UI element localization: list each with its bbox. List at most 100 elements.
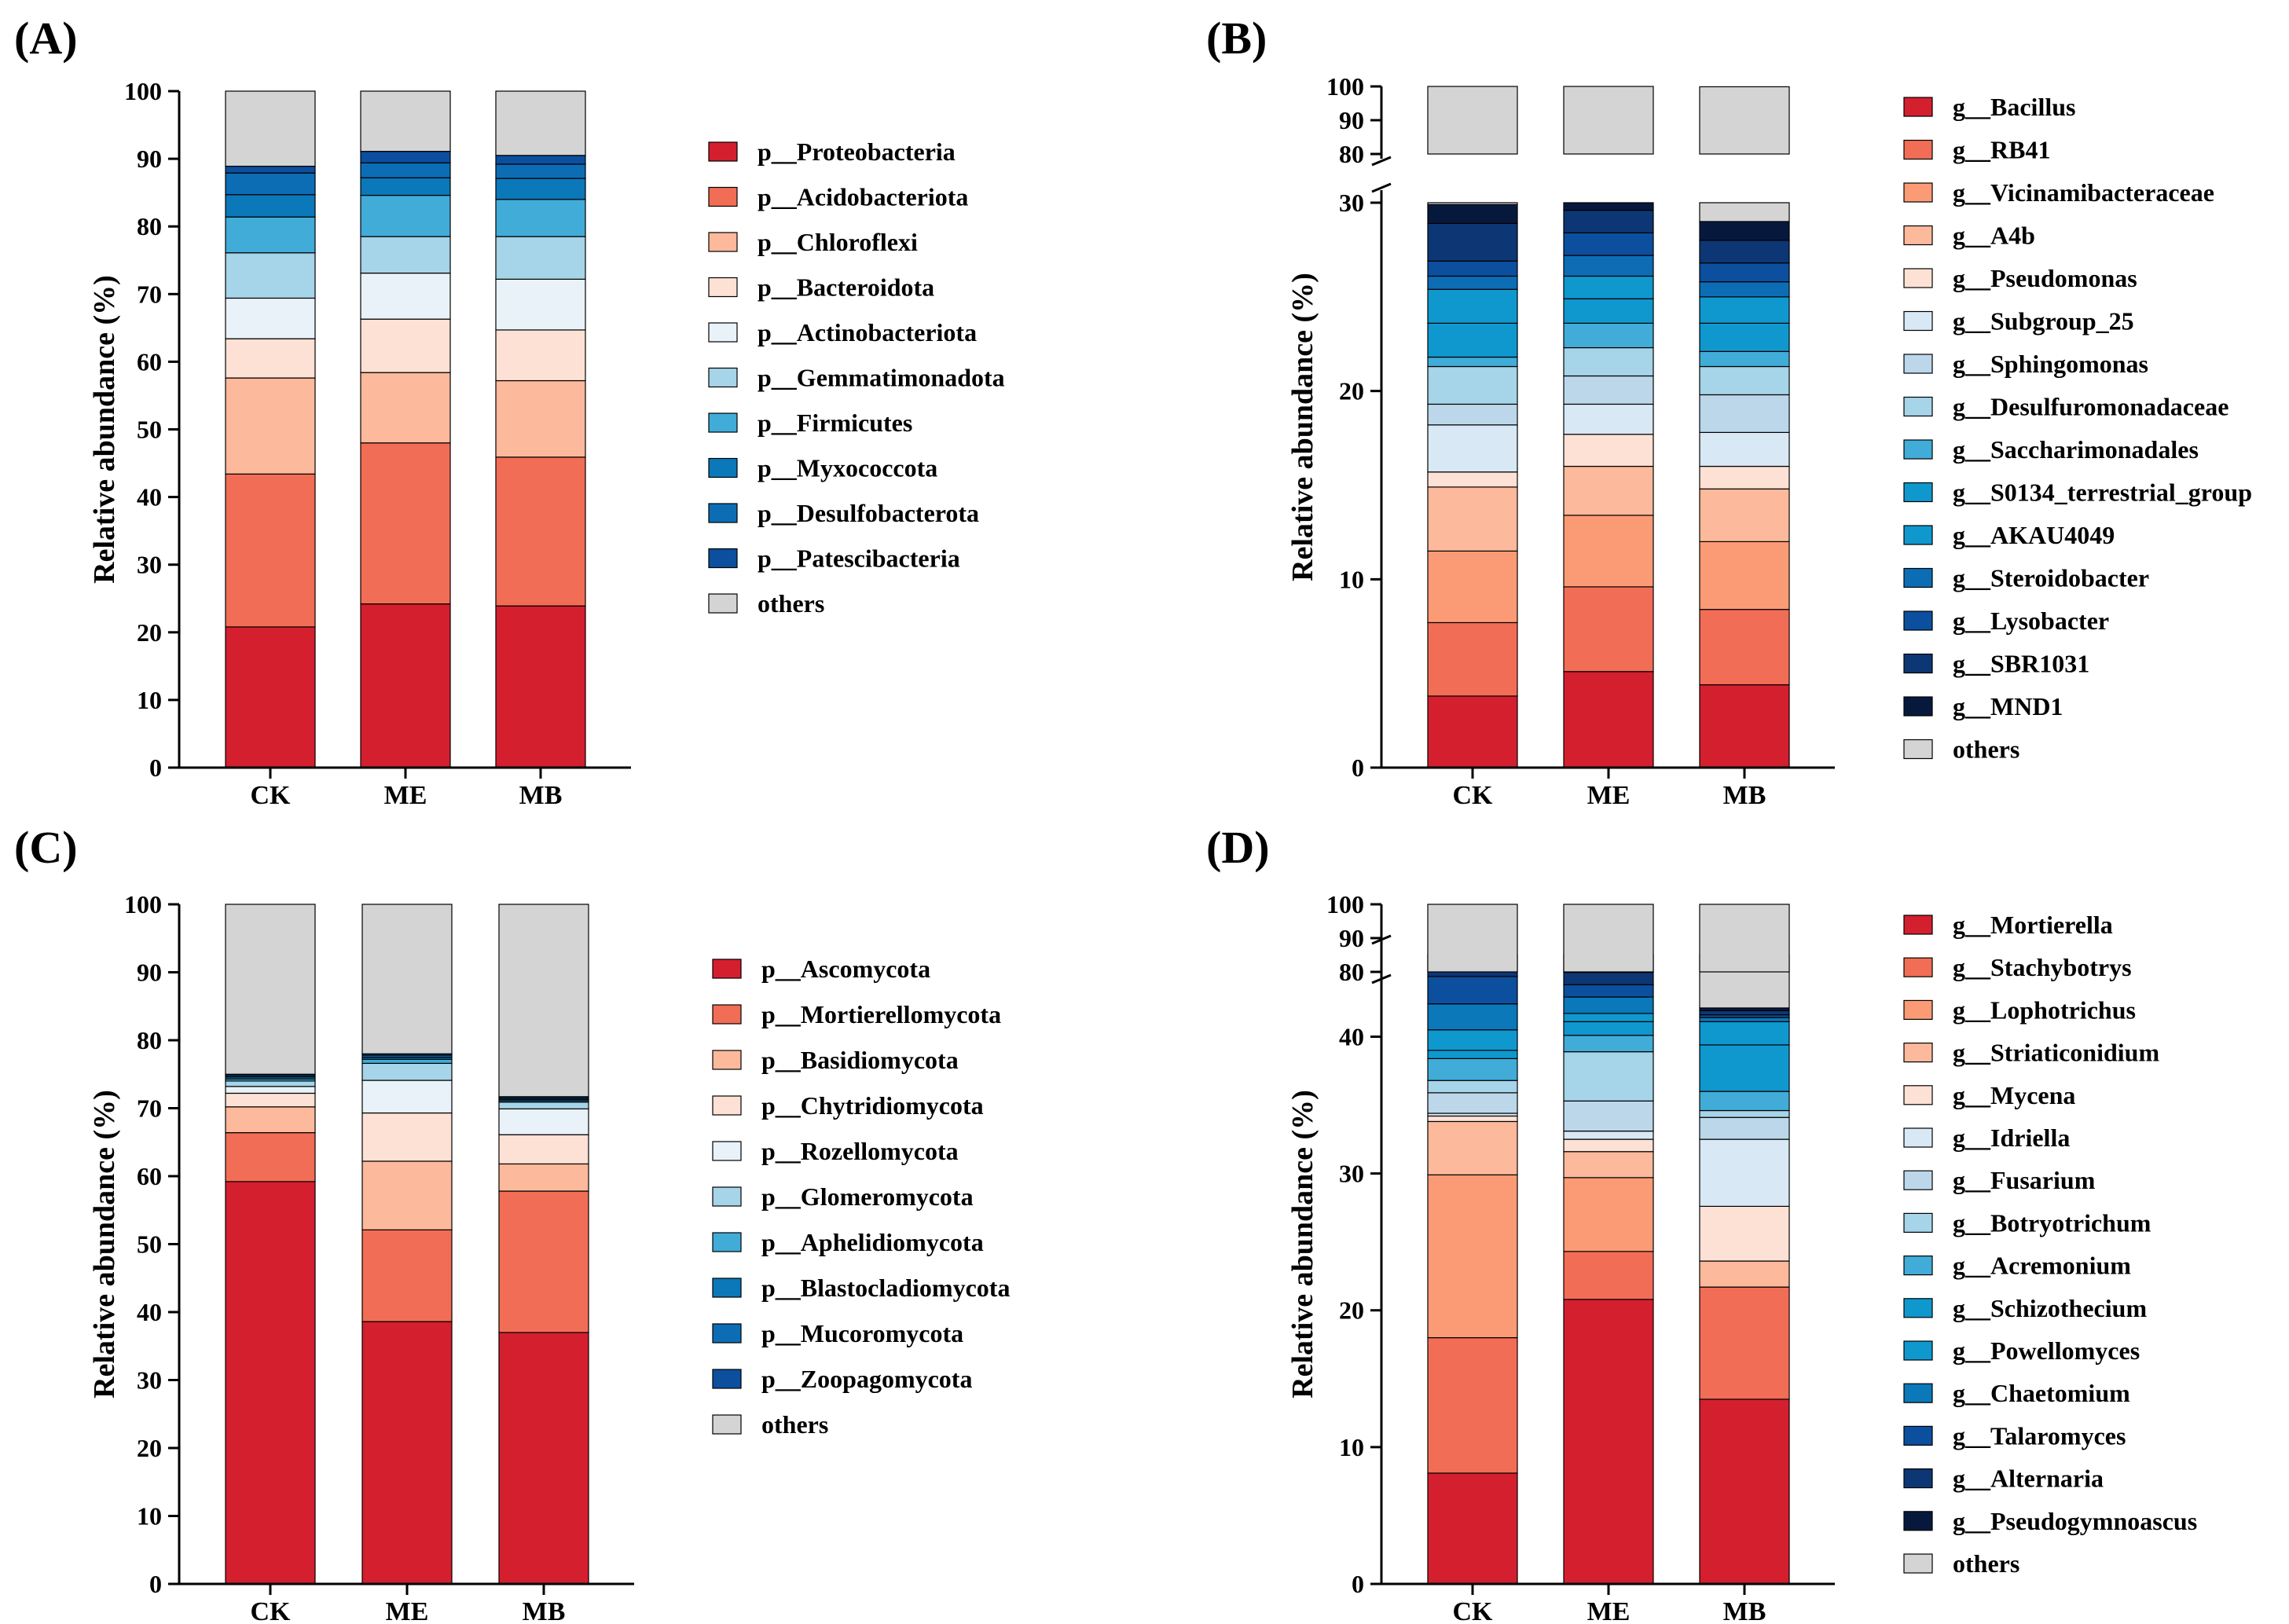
y-tick-label: 20 xyxy=(137,618,162,647)
legend-swatch xyxy=(1903,1383,1933,1403)
axis-break-gap xyxy=(1383,161,1792,188)
y-tick-label: 20 xyxy=(137,1434,162,1462)
legend-label: g__Schizothecium xyxy=(1953,1294,2147,1322)
bar-segment xyxy=(498,1108,589,1135)
x-category-label: MB xyxy=(1723,1597,1766,1624)
legend-label: g__Alternaria xyxy=(1953,1465,2104,1493)
bar-segment xyxy=(1427,550,1518,624)
legend-swatch xyxy=(1903,999,1933,1021)
bar-segment xyxy=(495,199,586,237)
bar-segment xyxy=(360,318,451,373)
bar-segment xyxy=(1427,1120,1518,1175)
legend-label: p__Gemmatimonadota xyxy=(757,364,1005,392)
legend-label: p__Aphelidiomycota xyxy=(761,1228,984,1256)
bar-segment xyxy=(1427,976,1518,1005)
x-category-label: MB xyxy=(1723,781,1766,810)
y-tick-label: 0 xyxy=(149,753,162,782)
legend: g__Bacillus g__RB41 g__Vicinamibacteraceae… xyxy=(1903,93,2252,764)
legend-label: g__S0134_terrestrial_group xyxy=(1953,478,2252,507)
legend-label: p__Actinobacteriota xyxy=(757,318,977,346)
legend-label: others xyxy=(761,1410,828,1439)
bar-segment xyxy=(495,278,586,331)
bar-segment xyxy=(1427,203,1518,224)
legend-label: p__Chytridiomycota xyxy=(761,1091,984,1120)
y-tick-label: 20 xyxy=(1339,377,1364,405)
legend-swatch xyxy=(1903,739,1933,760)
bar-segment xyxy=(361,1229,453,1322)
bar-segment xyxy=(225,1106,316,1134)
legend-label: p__Patescibacteria xyxy=(757,544,960,573)
bar-segment xyxy=(1563,86,1654,155)
panel-label: (B) xyxy=(1206,13,1267,64)
bar-segment xyxy=(360,603,451,768)
legend-label: others xyxy=(1953,735,2019,764)
bar-segment xyxy=(225,1181,316,1585)
bar-segment xyxy=(1563,232,1654,256)
legend-label: g__Striaticonidium xyxy=(1953,1039,2159,1067)
bar-segment xyxy=(1427,1003,1518,1031)
bar-segment xyxy=(1563,671,1654,768)
chart-panel-2: (B) 0 10 20 30 80 90 100 CK ME MB Relative abundanc… xyxy=(1206,13,2252,810)
axis-break-mark xyxy=(1371,973,1392,984)
legend-swatch xyxy=(1903,653,1933,674)
legend-swatch xyxy=(1903,97,1933,117)
legend-swatch xyxy=(708,141,738,162)
legend-label: g__Powellomyces xyxy=(1953,1336,2140,1365)
bar-segment xyxy=(1563,1021,1654,1036)
legend-label: p__Rozellomycota xyxy=(761,1137,959,1165)
y-tick-label: 20 xyxy=(1339,1296,1364,1325)
legend-swatch xyxy=(1903,182,1933,203)
legend-label: g__Steroidobacter xyxy=(1953,564,2149,592)
bar-segment xyxy=(1427,486,1518,552)
y-axis-title: Relative abundance (%) xyxy=(88,1090,121,1399)
bar-segment xyxy=(498,1163,589,1192)
bar-segment xyxy=(225,338,316,379)
bar-segment xyxy=(1563,1131,1654,1140)
legend-label: others xyxy=(757,589,824,618)
bar-segment xyxy=(1699,1260,1790,1288)
bar-segment xyxy=(495,163,586,179)
bar-segment xyxy=(360,442,451,605)
bar-segment xyxy=(360,194,451,237)
bar-segment xyxy=(1563,904,1654,973)
bar-segment xyxy=(225,1092,316,1108)
bar-segment xyxy=(1699,350,1790,368)
legend-label: g__Desulfuromonadaceae xyxy=(1953,393,2228,421)
bar-segment xyxy=(1699,1091,1790,1112)
legend-label: g__Lysobacter xyxy=(1953,607,2109,635)
y-tick-label: 0 xyxy=(149,1570,162,1598)
legend-swatch xyxy=(1903,525,1933,545)
legend-label: p__Acidobacteriota xyxy=(757,183,968,211)
bar-segment xyxy=(1699,488,1790,543)
bar-segment xyxy=(1699,86,1790,155)
legend-swatch xyxy=(1903,567,1933,588)
legend-label: p__Ascomycota xyxy=(761,955,930,983)
bar-segment xyxy=(225,216,316,254)
legend-swatch xyxy=(708,277,738,298)
bar-segment xyxy=(1563,996,1654,1014)
bar-segment xyxy=(1563,403,1654,435)
legend-swatch xyxy=(708,412,738,433)
y-tick-label: 100 xyxy=(124,77,162,105)
legend-swatch xyxy=(708,593,738,614)
legend-swatch xyxy=(712,1004,742,1025)
legend-label: g__Pseudomonas xyxy=(1953,264,2137,292)
y-tick-label: 30 xyxy=(1339,1160,1364,1188)
bar-segment xyxy=(1427,288,1518,324)
bar-segment xyxy=(1563,984,1654,998)
y-tick-label: 90 xyxy=(137,959,162,987)
legend-swatch xyxy=(1903,1553,1933,1574)
legend-label: g__Lophotrichus xyxy=(1953,995,2136,1024)
bar-segment xyxy=(1563,1299,1654,1585)
x-category-label: ME xyxy=(384,781,427,810)
x-category-label: CK xyxy=(1453,781,1494,810)
bar-segment xyxy=(225,1080,316,1087)
bar-segment xyxy=(1699,1116,1790,1140)
bar-segment xyxy=(1563,375,1654,405)
axis-break-mark xyxy=(1371,156,1392,167)
bar-segment xyxy=(1563,255,1654,277)
bar-segment xyxy=(1427,275,1518,290)
bar-segment xyxy=(1427,1058,1518,1081)
legend-swatch xyxy=(708,457,738,478)
y-tick-label: 100 xyxy=(1326,72,1364,101)
